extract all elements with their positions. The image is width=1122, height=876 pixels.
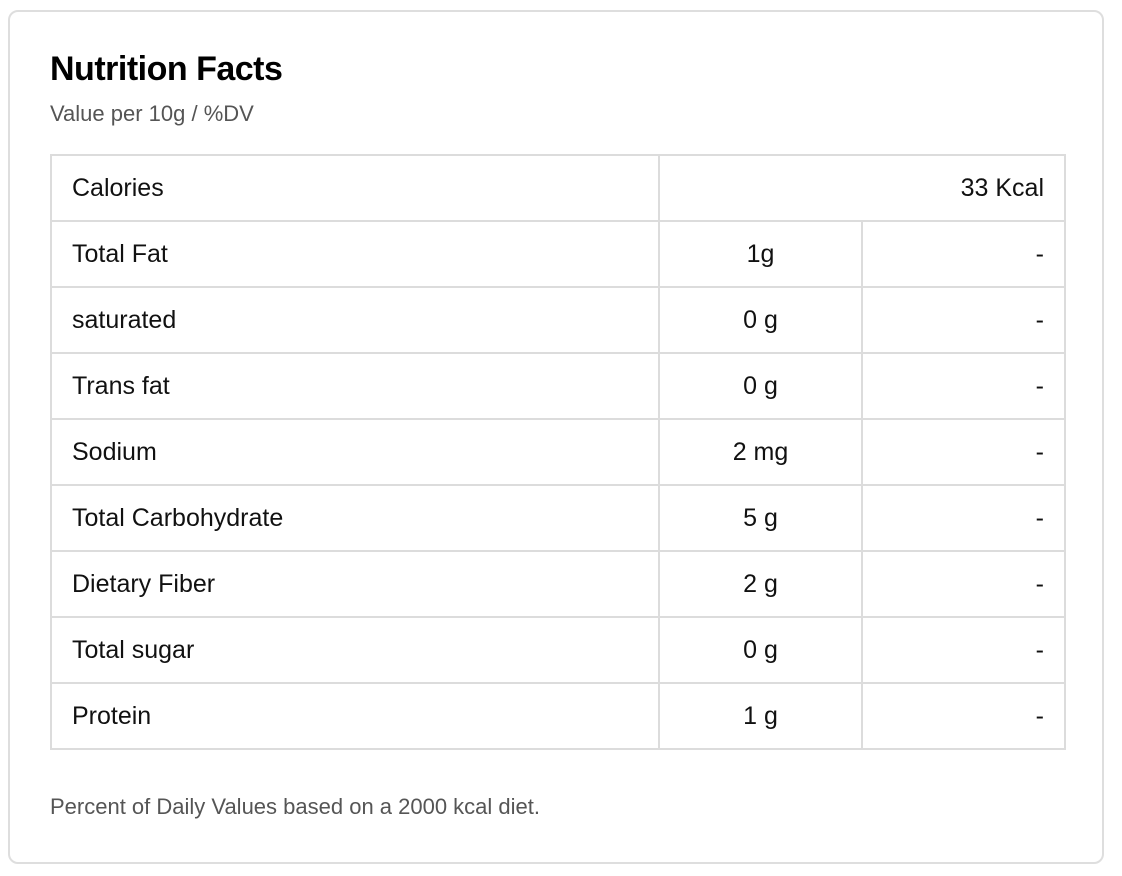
nutrient-dv: - (861, 550, 1066, 618)
nutrient-label: Total Fat (50, 220, 660, 288)
nutrient-amount: 0 g (658, 352, 863, 420)
nutrient-amount: 2 g (658, 550, 863, 618)
nutrient-label: Total Carbohydrate (50, 484, 660, 552)
nutrition-table: Calories 33 Kcal Total Fat 1g - saturate… (50, 154, 1066, 750)
nutrient-dv: - (861, 418, 1066, 486)
table-row: Total Carbohydrate 5 g - (50, 484, 1066, 552)
page-title: Nutrition Facts (50, 50, 283, 88)
nutrition-facts-card: Nutrition Facts Value per 10g / %DV Calo… (8, 10, 1104, 864)
nutrient-amount: 0 g (658, 286, 863, 354)
nutrient-amount: 2 mg (658, 418, 863, 486)
nutrient-dv: - (861, 220, 1066, 288)
calories-label: Calories (50, 154, 660, 222)
nutrient-dv: - (861, 616, 1066, 684)
nutrient-dv: - (861, 484, 1066, 552)
nutrient-amount: 1 g (658, 682, 863, 750)
nutrient-label: Total sugar (50, 616, 660, 684)
nutrient-amount: 0 g (658, 616, 863, 684)
nutrient-amount: 1g (658, 220, 863, 288)
nutrient-dv: - (861, 352, 1066, 420)
nutrient-amount: 5 g (658, 484, 863, 552)
table-row: saturated 0 g - (50, 286, 1066, 354)
serving-subtitle: Value per 10g / %DV (50, 101, 254, 126)
nutrient-label: Protein (50, 682, 660, 750)
table-row: Trans fat 0 g - (50, 352, 1066, 420)
nutrient-label: Sodium (50, 418, 660, 486)
table-row: Total sugar 0 g - (50, 616, 1066, 684)
nutrient-label: Trans fat (50, 352, 660, 420)
nutrient-dv: - (861, 286, 1066, 354)
calories-value: 33 Kcal (658, 154, 1066, 222)
nutrient-dv: - (861, 682, 1066, 750)
table-row: Protein 1 g - (50, 682, 1066, 750)
table-row: Sodium 2 mg - (50, 418, 1066, 486)
table-row-calories: Calories 33 Kcal (50, 154, 1066, 222)
nutrient-label: saturated (50, 286, 660, 354)
table-row: Dietary Fiber 2 g - (50, 550, 1066, 618)
table-row: Total Fat 1g - (50, 220, 1066, 288)
nutrient-label: Dietary Fiber (50, 550, 660, 618)
daily-value-footnote: Percent of Daily Values based on a 2000 … (50, 794, 541, 819)
